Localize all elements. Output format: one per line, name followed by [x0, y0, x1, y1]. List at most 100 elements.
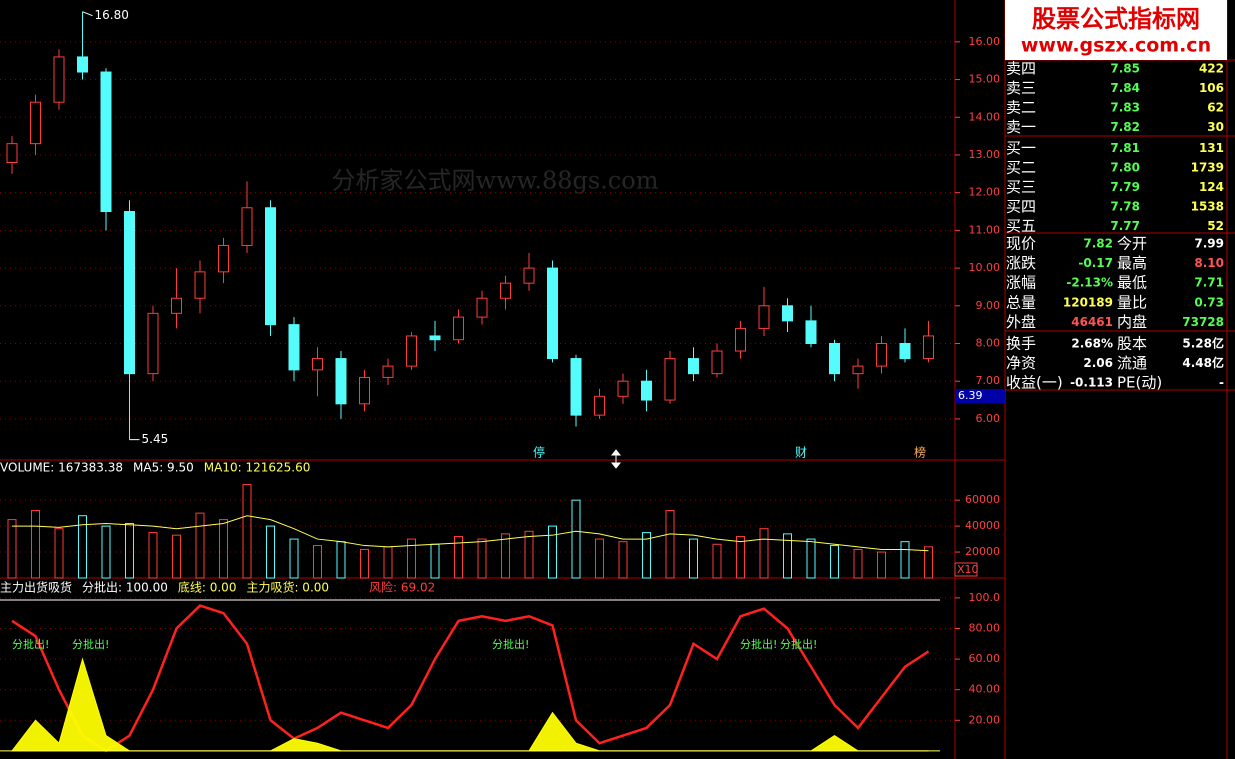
resize-cursor — [610, 449, 622, 469]
indicator-header: VOLUME: 167383.38 — [0, 461, 123, 475]
candle-body — [805, 320, 817, 344]
y-tick-label: 8.00 — [976, 336, 1001, 349]
order-label: 买三 — [1006, 178, 1036, 196]
candle-body — [6, 143, 18, 164]
tag: 停 — [533, 445, 545, 460]
candle-body — [429, 335, 441, 341]
candle-body — [312, 358, 323, 371]
volume-bar — [501, 533, 510, 579]
quote-value: -0.113 — [1070, 376, 1113, 390]
watermark: 分析家公式网www.88gs.com — [332, 167, 659, 195]
volume-bar — [571, 499, 581, 579]
series-line — [12, 515, 929, 552]
volume-bar — [665, 510, 675, 579]
quote-label: 涨幅 — [1006, 274, 1036, 292]
candle-body — [124, 211, 135, 375]
quote-value: -0.17 — [1078, 256, 1113, 270]
quote-label: 最高 — [1117, 254, 1147, 272]
volume-bar — [806, 538, 816, 579]
quote-value: 120189 — [1063, 295, 1113, 309]
quote-value: - — [1219, 376, 1224, 390]
order-price: 7.77 — [1110, 219, 1140, 233]
candle-body — [735, 327, 746, 352]
candle-body — [53, 56, 65, 103]
quote-label: 量比 — [1117, 293, 1147, 311]
y-tick-label: 60000 — [965, 493, 1000, 506]
order-label: 买四 — [1006, 198, 1036, 216]
y-tick-label: 80.00 — [969, 621, 1001, 634]
quote-value: 0.73 — [1194, 295, 1224, 309]
quote-label: 净资 — [1006, 354, 1036, 372]
candle-body — [664, 358, 676, 401]
candle-body — [476, 297, 488, 318]
order-label: 买一 — [1006, 139, 1036, 157]
volume-bar — [877, 551, 886, 579]
y-tick-label: 15.00 — [969, 73, 1001, 86]
y-tick-label: 7.00 — [976, 374, 1001, 387]
candle-body — [406, 335, 417, 367]
y-tick-label: 10.00 — [969, 261, 1001, 274]
order-price: 7.78 — [1110, 200, 1140, 214]
candle-body — [758, 305, 770, 329]
quote-value: -2.13% — [1066, 276, 1113, 290]
y-tick-label: 12.00 — [969, 186, 1001, 199]
tag: 榜 — [914, 445, 926, 460]
volume-bar — [548, 525, 557, 579]
volume-bar — [853, 548, 863, 579]
volume-bar — [266, 525, 275, 579]
candle-body — [147, 312, 159, 375]
order-price: 7.81 — [1110, 141, 1140, 155]
series-line — [11, 604, 930, 753]
signal-label: 分批出! — [72, 637, 109, 651]
logo-box — [1005, 0, 1227, 60]
volume-bar — [712, 543, 722, 579]
order-volume: 52 — [1207, 219, 1224, 233]
logo-title: 股票公式指标网 — [1032, 5, 1200, 33]
order-price: 7.85 — [1110, 62, 1140, 76]
quote-label: 今开 — [1117, 235, 1147, 253]
volume-bar — [759, 528, 769, 579]
quote-label: 内盘 — [1117, 313, 1147, 331]
candle-body — [500, 282, 511, 299]
candle-body — [453, 316, 464, 341]
candle-body — [923, 335, 934, 360]
candle-body — [617, 380, 629, 397]
indicator-header: 分批出: 100.00 — [82, 580, 168, 595]
quote-value: 7.71 — [1194, 276, 1224, 290]
volume-bar — [125, 523, 134, 579]
order-volume: 1739 — [1191, 161, 1224, 175]
indicator-header: 主力出货吸货 — [0, 580, 72, 595]
order-price: 7.83 — [1110, 101, 1140, 115]
y-tick-label: 13.00 — [969, 148, 1001, 161]
y-tick-label: 6.00 — [976, 412, 1001, 425]
volume-bar — [736, 535, 745, 579]
volume-bar — [924, 546, 933, 579]
annotation: 16.80 — [95, 8, 129, 22]
candle-body — [782, 305, 793, 322]
order-price: 7.79 — [1110, 180, 1140, 194]
candle-body — [852, 365, 864, 375]
volume-bar — [830, 545, 839, 579]
signal-label: 分批出! — [12, 637, 49, 651]
volume-bar — [689, 538, 698, 579]
order-label: 卖二 — [1006, 99, 1036, 117]
quote-value: 4.48亿 — [1182, 355, 1224, 370]
candle-body — [876, 342, 887, 367]
volume-bar — [78, 515, 87, 579]
signal-label: 分批出! — [780, 637, 817, 651]
volume-bar — [595, 538, 604, 579]
candle-body — [711, 350, 723, 375]
y-tick-label: 20.00 — [969, 713, 1001, 726]
volume-bar — [360, 548, 369, 579]
volume-bar — [242, 484, 252, 579]
volume-bar — [313, 545, 322, 579]
order-price: 7.84 — [1110, 81, 1140, 95]
volume-bar — [148, 532, 158, 579]
quote-label: 现价 — [1006, 235, 1036, 253]
order-volume: 106 — [1199, 81, 1224, 95]
quote-label: 收益(一) — [1006, 374, 1063, 392]
order-volume: 124 — [1199, 180, 1224, 194]
last-price-label: 6.39 — [958, 389, 983, 402]
indicator-header: MA10: 121625.60 — [204, 461, 311, 475]
